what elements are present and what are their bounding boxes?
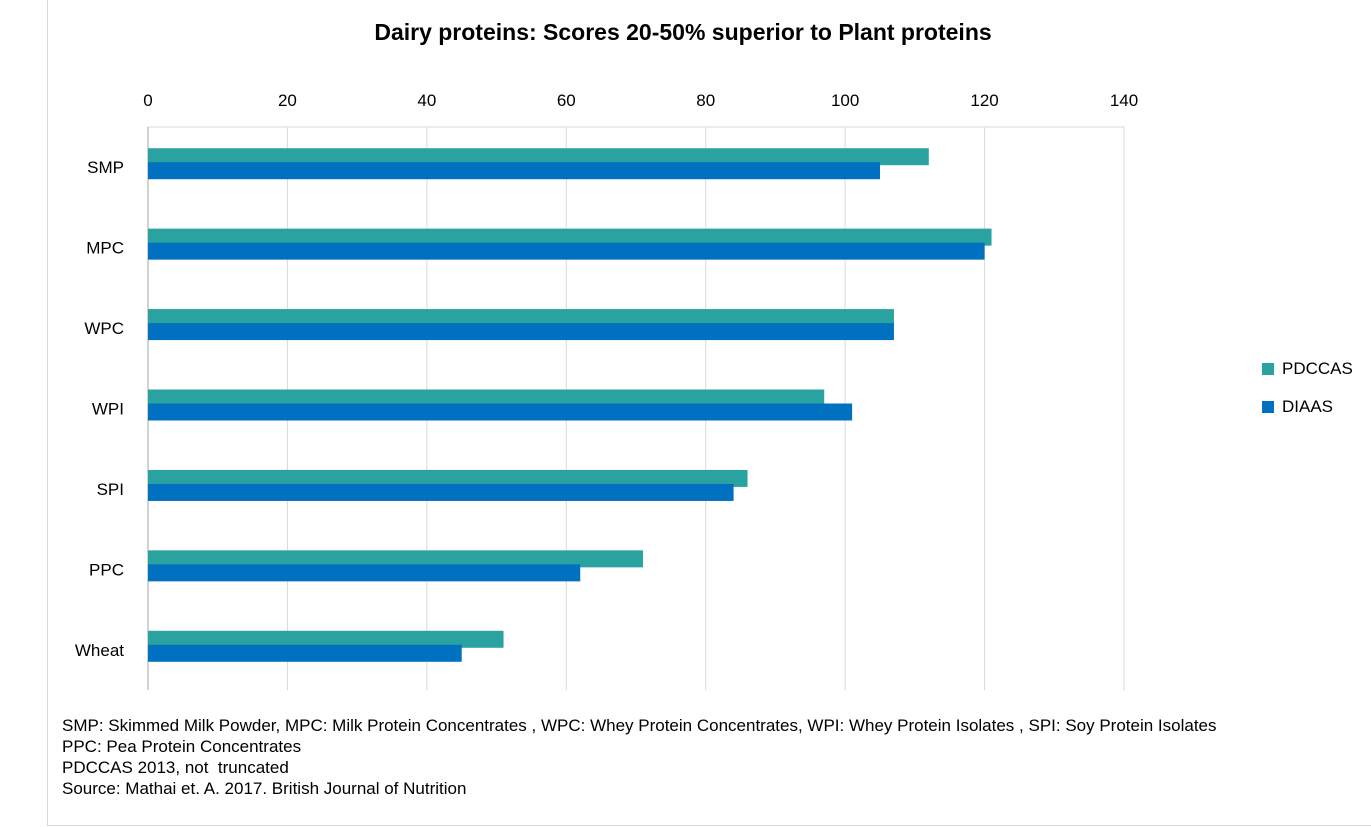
legend-item-diaas: DIAAS (1262, 397, 1333, 417)
bar-diaas-ppc (148, 564, 581, 582)
bar-pdccas-mpc (148, 228, 992, 246)
bar-pdccas-wpc (148, 309, 894, 327)
x-tick-label: 20 (278, 91, 297, 110)
footnotes: SMP: Skimmed Milk Powder, MPC: Milk Prot… (62, 715, 1217, 799)
y-tick-label: WPC (84, 319, 124, 338)
chart-title: Dairy proteins: Scores 20-50% superior t… (374, 19, 992, 45)
x-tick-label: 80 (696, 91, 715, 110)
bar-diaas-wheat (148, 644, 462, 662)
bar-diaas-wpi (148, 403, 853, 421)
legend-label: DIAAS (1282, 397, 1334, 416)
y-tick-label: SPI (97, 480, 124, 499)
y-tick-label: SMP (87, 158, 124, 177)
legend-swatch-diaas (1262, 401, 1274, 413)
y-tick-label: WPI (92, 400, 124, 419)
y-tick-label: PPC (89, 560, 124, 579)
bar-pdccas-spi (148, 469, 748, 487)
footnote: SMP: Skimmed Milk Powder, MPC: Milk Prot… (62, 716, 1217, 735)
bar-diaas-mpc (148, 242, 985, 260)
legend-item-pdccas: PDCCAS (1262, 359, 1353, 379)
x-tick-label: 120 (970, 91, 998, 110)
footnote: PDCCAS 2013, not truncated (62, 758, 289, 777)
bar-pdccas-wpi (148, 389, 825, 407)
bar-pdccas-ppc (148, 550, 643, 568)
footnote: PPC: Pea Protein Concentrates (62, 737, 302, 756)
x-tick-label: 60 (557, 91, 576, 110)
bar-pdccas-wheat (148, 630, 504, 648)
footnote: Source: Mathai et. A. 2017. British Jour… (62, 779, 467, 798)
legend-swatch-pdccas (1262, 363, 1274, 375)
x-tick-label: 0 (143, 91, 152, 110)
legend-label: PDCCAS (1282, 359, 1353, 378)
x-tick-label: 40 (417, 91, 436, 110)
bar-diaas-smp (148, 162, 880, 180)
x-tick-label: 100 (831, 91, 859, 110)
bar-diaas-spi (148, 483, 734, 501)
bar-pdccas-smp (148, 148, 929, 166)
x-tick-label: 140 (1110, 91, 1138, 110)
y-tick-label: MPC (86, 239, 124, 258)
y-tick-label: Wheat (75, 641, 124, 660)
chart-frame (47, 0, 1371, 826)
bar-diaas-wpc (148, 323, 894, 341)
